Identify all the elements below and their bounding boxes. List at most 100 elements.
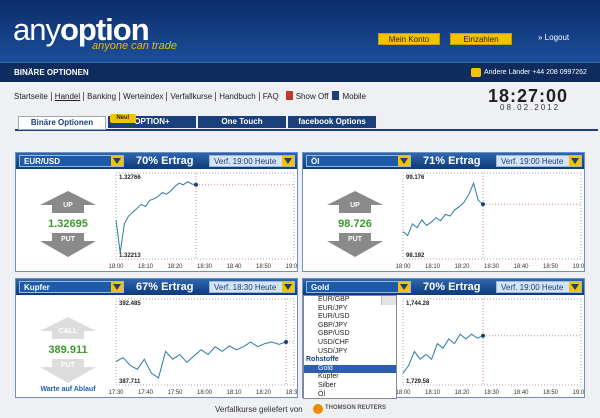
up-button[interactable]: [40, 191, 96, 213]
chart-high: 99.176: [406, 175, 425, 181]
expiry-select[interactable]: Verf. 18:30 Heute: [209, 281, 295, 293]
current-price: 98.726: [338, 218, 372, 230]
put-button[interactable]: [40, 233, 96, 257]
payout: 67% Ertrag: [136, 281, 194, 293]
x-tick-label: 18:20: [454, 390, 470, 396]
chart-frame: [402, 172, 582, 260]
payout: 71% Ertrag: [423, 155, 481, 167]
nav-link[interactable]: FAQ: [258, 92, 282, 101]
logout-link[interactable]: » Logout: [538, 33, 570, 42]
tab[interactable]: One Touch: [198, 116, 286, 128]
x-tick-label: 18:20: [454, 264, 470, 270]
x-tick-label: 18:50: [543, 390, 559, 396]
status: Warte auf Ablauf: [40, 386, 96, 393]
mobile-link[interactable]: Mobile: [342, 92, 367, 101]
logo-bold: option: [59, 12, 150, 47]
dropdown-item[interactable]: EUR/USD: [318, 313, 350, 321]
trading-panel: Kupfer 67% Ertrag Verf. 18:30 Heute CALL 389…: [15, 278, 298, 398]
trading-panel: Öl 71% Ertrag Verf. 19:00 Heute UP 98.726 PUT…: [302, 152, 585, 272]
x-tick-label: 18:50: [256, 264, 272, 270]
dropdown-item[interactable]: GBP/USD: [318, 330, 350, 338]
panel-body: UP 1.32695 PUT 1.32766 1.32213 18:00 18:10 18:2…: [40, 172, 297, 270]
x-tick-label: 17:30: [108, 390, 124, 396]
price-dot: [194, 182, 198, 187]
dropdown-item[interactable]: USD/CHF: [318, 338, 350, 346]
up-button[interactable]: [327, 191, 383, 213]
dropdown-item[interactable]: Kupfer: [318, 373, 339, 381]
up-label: UP: [350, 202, 360, 209]
show-off-link[interactable]: Show Off: [295, 92, 329, 101]
show-off-link-icon: [285, 91, 293, 100]
header: anyoption anyone can trade Mein Konto Ei…: [0, 0, 600, 62]
x-tick-label: 19:00: [572, 264, 584, 270]
logo[interactable]: anyoption: [13, 12, 150, 48]
asset-dropdown[interactable]: EUR/GBP EUR/JPY EUR/USD GBP/JPY GBP/USD USD/C…: [303, 295, 397, 399]
nav-link[interactable]: Startseite: [14, 92, 48, 101]
dropdown-item[interactable]: Silber: [318, 381, 336, 389]
mobile-link-icon: [332, 91, 340, 100]
select-arrow: [282, 282, 294, 292]
nav-link[interactable]: Handbuch: [215, 92, 259, 101]
dropdown-item[interactable]: EUR/GBP: [318, 296, 350, 303]
put-label: PUT: [61, 236, 76, 243]
price-dot: [284, 340, 288, 344]
asset-name: Öl: [311, 157, 320, 166]
chart-high: 1.32766: [119, 175, 141, 181]
price-line: [115, 181, 197, 253]
select-arrow: [569, 156, 581, 166]
put-button[interactable]: [327, 233, 383, 257]
x-tick-label: 18:40: [513, 264, 529, 270]
asset-select[interactable]: Öl: [306, 155, 411, 167]
chart-frame: [402, 298, 582, 386]
put-button[interactable]: [40, 359, 96, 383]
deposit-button[interactable]: Einzahlen: [450, 33, 512, 45]
nav-link[interactable]: Handel: [50, 92, 84, 101]
x-tick-label: 18:00: [197, 390, 213, 396]
panel-header: EUR/USD 70% Ertrag Verf. 19:00 Heute: [16, 153, 297, 169]
current-price: 1.32695: [48, 218, 88, 230]
provider-logo: [313, 404, 323, 414]
select-arrow: [569, 282, 581, 292]
dropdown-item[interactable]: USD/JPY: [318, 347, 348, 355]
dropdown-item[interactable]: Öl: [318, 390, 325, 398]
asset-name: Gold: [311, 283, 330, 292]
chart-low: 1,729.58: [406, 379, 430, 385]
tab[interactable]: facebook Options: [288, 116, 376, 128]
tab[interactable]: Binäre Optionen: [18, 116, 106, 130]
chart-low: 1.32213: [119, 253, 141, 259]
chart-high: 1,744.28: [406, 301, 430, 307]
x-tick-label: 18:40: [226, 264, 242, 270]
nav-link[interactable]: Verfallkurse: [166, 92, 216, 101]
nav-link[interactable]: Banking: [83, 92, 120, 101]
x-tick-label: 18:10: [425, 264, 441, 270]
asset-select[interactable]: Gold: [306, 281, 411, 293]
chart-low: 387.711: [119, 379, 141, 385]
account-button[interactable]: Mein Konto: [378, 33, 440, 45]
expiry-select[interactable]: Verf. 19:00 Heute: [496, 155, 582, 167]
chart-frame: [115, 172, 295, 260]
dropdown-item[interactable]: EUR/JPY: [318, 304, 348, 312]
new-badge: Neu!: [110, 114, 136, 123]
date: 08.02.2012: [500, 103, 561, 112]
up-button[interactable]: [40, 317, 96, 339]
asset-select[interactable]: Kupfer: [19, 281, 124, 293]
panel-body: CALL 389.911 PUT Warte auf Ablauf 392.485 387…: [40, 298, 297, 396]
asset-select[interactable]: EUR/USD: [19, 155, 124, 167]
select-arrow: [111, 282, 123, 292]
chart-low: 98.192: [406, 253, 425, 259]
panel-body: UP 98.726 PUT 99.176 98.192 18:00 18:10 18:20 18…: [327, 172, 584, 270]
expiry-select[interactable]: Verf. 19:00 Heute: [496, 281, 582, 293]
dropdown-item[interactable]: Gold: [304, 364, 396, 374]
up-label: UP: [63, 202, 73, 209]
tab-rule: [15, 129, 598, 131]
asset-name: Kupfer: [24, 283, 50, 292]
dropdown-item[interactable]: GBP/JPY: [318, 321, 348, 329]
x-tick-label: 18:00: [108, 264, 124, 270]
expiry-select[interactable]: Verf. 19:00 Heute: [209, 155, 295, 167]
phone-number: Andere Länder +44 208 0997262: [484, 69, 587, 76]
x-tick-label: 18:00: [395, 390, 411, 396]
nav-link[interactable]: Werteindex: [119, 92, 167, 101]
payout: 70% Ertrag: [423, 281, 481, 293]
current-price: 389.911: [48, 344, 87, 356]
